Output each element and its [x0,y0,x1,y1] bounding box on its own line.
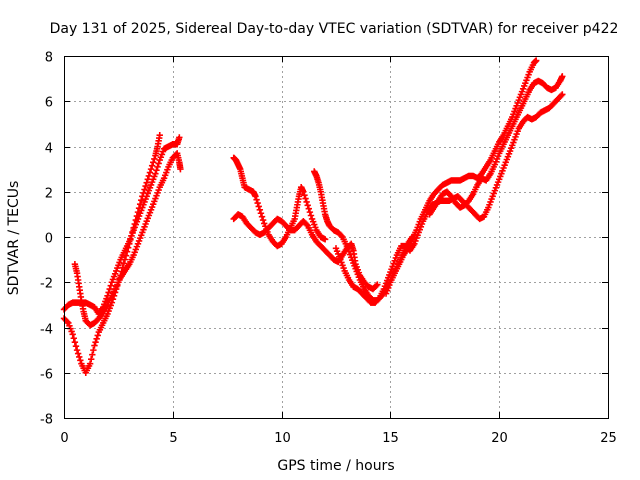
y-tick-labels: -8 -6 -4 -2 0 2 4 6 8 [40,51,53,428]
data-point [252,193,259,200]
data-point [307,212,315,219]
data-point [302,195,309,202]
x-tick-labels: 0 5 10 15 20 25 [60,431,616,446]
y-tick-label: -6 [40,368,53,383]
data-point [258,213,266,220]
data-point [138,197,145,204]
data-point [151,155,158,163]
data-point [105,289,112,296]
series-track-9 [426,73,566,218]
data-point [176,134,183,141]
plot-frame [64,56,609,419]
data-point [303,221,310,228]
series-track-1 [60,131,163,376]
data-point [153,167,160,174]
chart-title: Day 131 of 2025, Sidereal Day-to-day VTE… [50,21,619,37]
series-track-5 [230,211,381,293]
x-tick-label: 10 [274,431,291,446]
x-tick-label: 0 [60,431,68,446]
data-point [301,191,308,199]
y-tick-label: 4 [45,142,53,157]
data-point [306,208,314,216]
data-point [86,360,94,367]
data-point [304,202,311,209]
data-point [90,346,97,354]
data-point [73,346,81,354]
data-point [93,335,100,343]
data-point [92,339,99,346]
data-point [120,260,128,267]
data-point [300,188,307,195]
x-axis-label: GPS time / hours [277,458,394,474]
data-point [72,342,80,350]
data-point [71,339,79,346]
data-point [152,170,159,177]
data-point [94,332,101,339]
data-point [532,57,540,64]
data-point [254,199,261,207]
x-tick-label: 20 [491,431,508,446]
data-point [253,196,260,203]
data-point [146,169,154,176]
data-point [559,73,566,80]
data-point [559,91,566,98]
x-tick-label: 5 [169,431,177,446]
data-point [69,331,76,338]
data-point [89,351,96,358]
y-tick-label: -4 [40,323,53,338]
data-point [154,163,161,171]
data-point [305,205,312,212]
data-point [70,335,77,342]
data-point [107,282,114,289]
y-tick-label: 2 [45,187,53,202]
series-track-8 [382,57,540,297]
data-point [558,92,565,99]
data-point [255,203,262,210]
data-point [74,350,82,357]
data-point [259,216,267,224]
data-point [91,342,98,349]
grid-lines [64,56,608,418]
data-point [338,232,345,240]
data-point [64,318,71,326]
data-point [150,159,157,166]
data-point [321,236,329,243]
y-tick-label: 0 [45,232,53,247]
data-point [88,355,95,363]
y-axis-label: SDTVAR / TECUs [6,181,22,296]
data-point [155,160,162,167]
x-tick-label: 25 [600,431,617,446]
data-point [141,186,148,193]
data-points [60,57,566,376]
data-point [145,172,153,180]
data-point [77,357,84,364]
series-track-3 [71,150,184,329]
data-point [303,198,310,206]
data-point [373,282,380,289]
data-point [256,206,264,214]
data-point [106,285,113,293]
y-tick-label: -2 [40,277,53,292]
data-point [177,165,184,173]
data-point [156,131,163,139]
y-tick-label: -8 [40,413,53,428]
series-track-4 [230,154,329,250]
data-point [148,162,156,169]
series-track-7 [332,91,566,306]
data-point [374,281,381,288]
data-point [142,182,149,190]
data-point [143,179,150,186]
y-tick-label: 6 [45,96,53,111]
data-point [76,353,83,361]
series-track-2 [60,134,183,318]
y-tick-label: 8 [45,51,53,66]
data-point [144,176,151,183]
data-point [147,165,155,173]
data-point [375,296,382,303]
axis-ticks [64,56,609,419]
data-point [257,210,265,217]
x-tick-label: 15 [382,431,399,446]
